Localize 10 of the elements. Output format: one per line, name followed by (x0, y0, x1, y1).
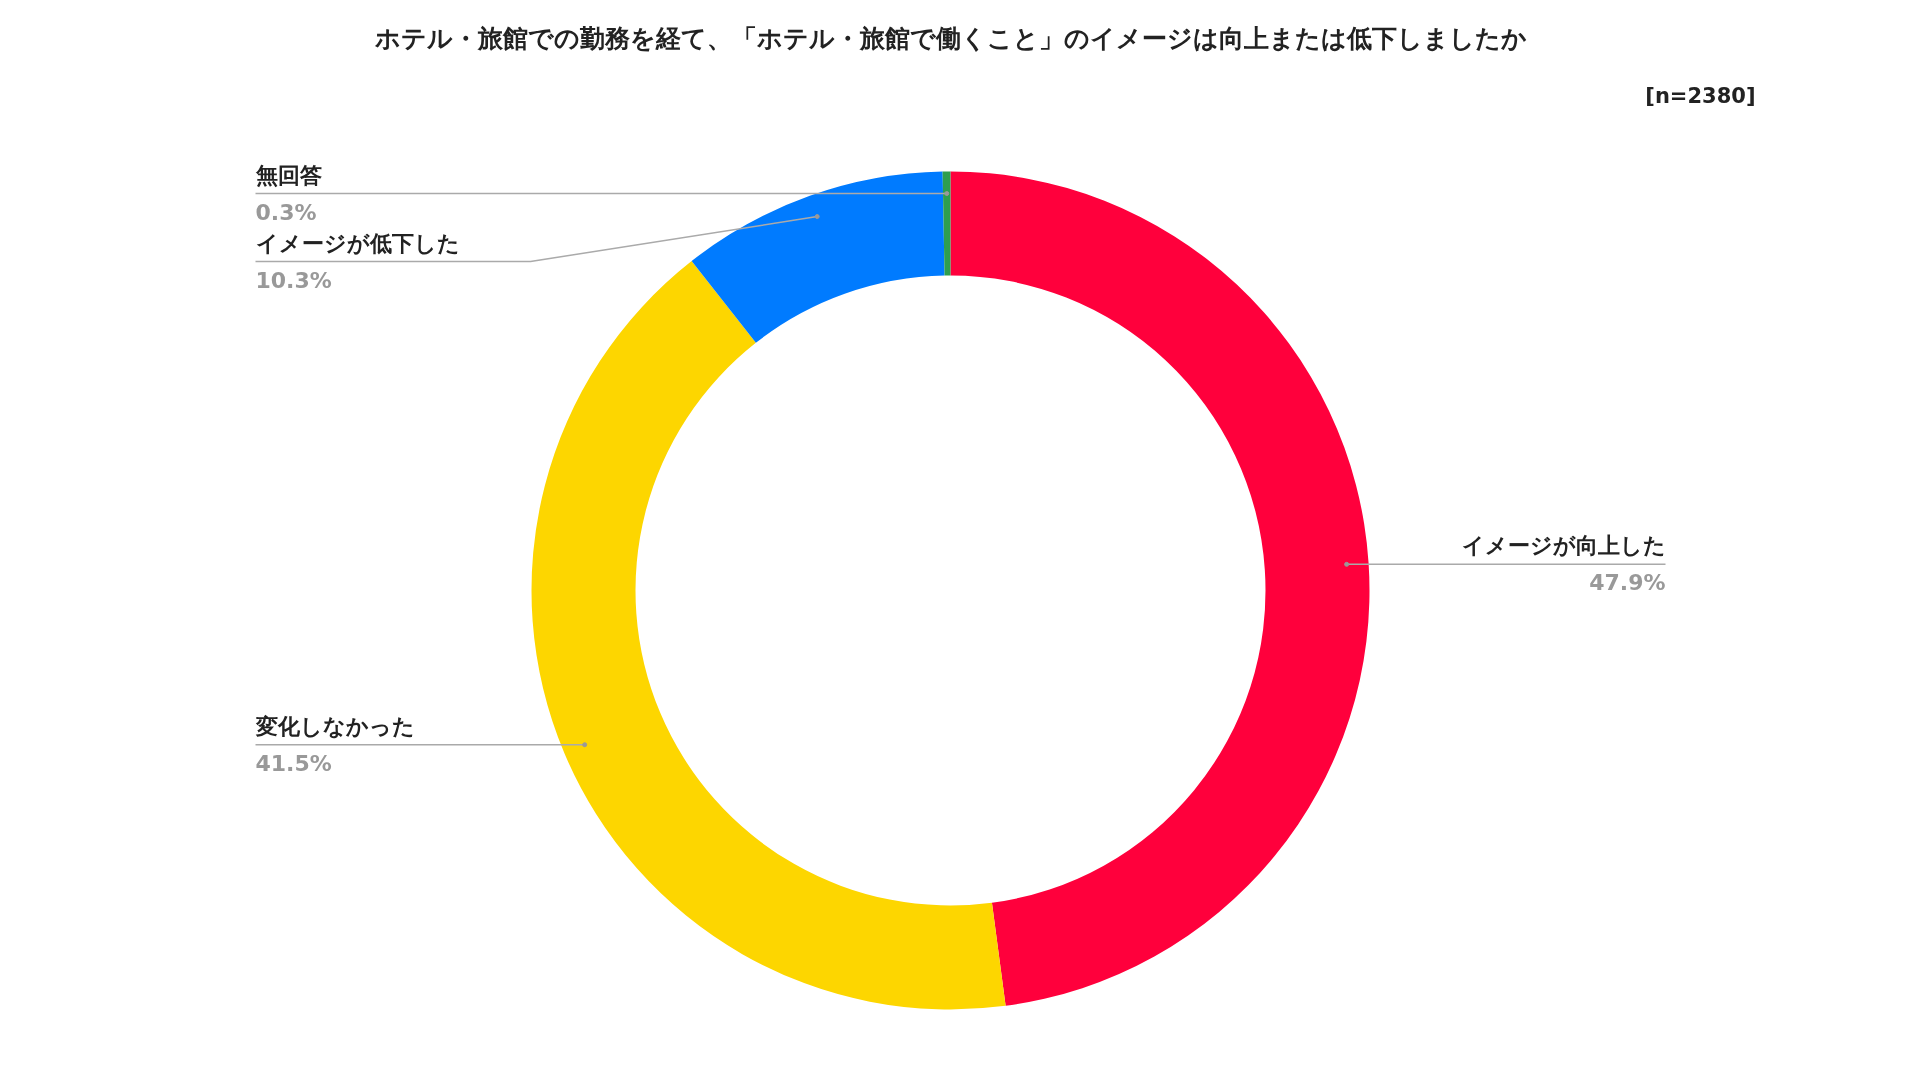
slice-label: 無回答 (254, 162, 322, 188)
slice-label: イメージが低下した (255, 230, 460, 256)
chart-title: ホテル・旅館での勤務を経て、「ホテル・旅館で働くこと」のイメージは向上または低下しましたか (373, 24, 1527, 53)
data-label: 0.3% (255, 199, 317, 225)
text: [n=2380] (1645, 83, 1756, 108)
slice-label: イメージが向上した (1461, 533, 1666, 559)
data-label: 47.9% (1589, 570, 1666, 596)
data-label: 41.5% (255, 750, 332, 776)
slice-label: 変化しなかった (254, 713, 415, 739)
data-label: 10.3% (255, 267, 332, 293)
